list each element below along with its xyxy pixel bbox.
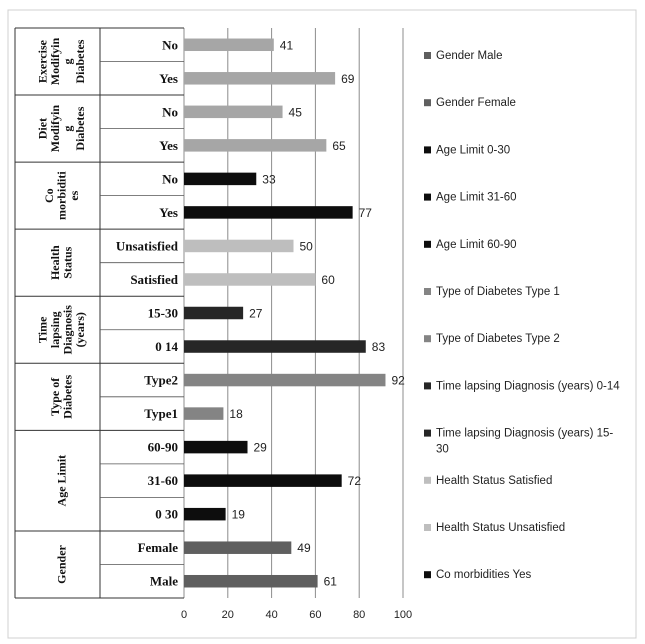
group-label-type-of-diabetes: Type ofDiabetes bbox=[48, 375, 75, 419]
category-label: No bbox=[162, 104, 178, 119]
bar-diet-modifying-diabetes-yes bbox=[184, 139, 327, 152]
bar-type-of-diabetes-type1 bbox=[184, 407, 224, 420]
data-label: 49 bbox=[297, 541, 311, 555]
legend-label: Co morbidities Yes bbox=[436, 569, 531, 581]
group-label-age-limit: Age Limit bbox=[55, 455, 69, 507]
category-label: 0 30 bbox=[155, 507, 178, 522]
legend-swatch bbox=[424, 146, 431, 154]
group-label-diet-modifying-diabetes: DietModifyingDiabetes bbox=[36, 105, 88, 153]
legend-label: Type of Diabetes Type 1 bbox=[436, 286, 560, 298]
data-label: 83 bbox=[372, 340, 386, 354]
group-label-health-status: HealthStatus bbox=[48, 245, 75, 280]
data-label: 41 bbox=[280, 38, 294, 52]
category-label: Type2 bbox=[144, 373, 178, 388]
legend: Gender Male Gender Female Age Limit 0-30 Ag… bbox=[424, 50, 620, 581]
x-tick-label: 100 bbox=[394, 609, 412, 621]
category-label: Yes bbox=[159, 71, 178, 86]
bar-health-status-satisfied bbox=[184, 273, 316, 286]
legend-label: Gender Female bbox=[436, 97, 516, 109]
data-label: 27 bbox=[249, 307, 263, 321]
gridlines bbox=[183, 28, 404, 598]
bar-exercise-modifying-diabetes-yes bbox=[184, 72, 336, 85]
data-label: 45 bbox=[289, 105, 303, 119]
legend-swatch bbox=[424, 335, 431, 343]
legend-swatch bbox=[424, 571, 431, 579]
legend-swatch bbox=[424, 524, 431, 531]
group-label-exercise-modifying-diabetes: ExerciseModifyingDiabetes bbox=[36, 38, 88, 86]
data-label: 19 bbox=[232, 508, 246, 522]
legend-swatch bbox=[424, 240, 431, 248]
x-tick-label: 20 bbox=[222, 609, 234, 621]
category-label: No bbox=[162, 171, 178, 186]
bar-time-lapsing-diagnosis-years-15-30 bbox=[184, 306, 244, 320]
legend-swatch bbox=[424, 476, 431, 484]
bar-gender-male bbox=[184, 574, 318, 588]
data-label: 60 bbox=[321, 273, 335, 287]
bar-time-lapsing-diagnosis-years-0-14 bbox=[184, 340, 366, 353]
data-label: 77 bbox=[359, 206, 373, 220]
legend-swatch bbox=[424, 288, 431, 295]
legend-label: Age Limit 60-90 bbox=[436, 239, 517, 251]
bar-type-of-diabetes-type2 bbox=[184, 373, 386, 387]
bar-co-morbidities-no bbox=[184, 172, 257, 186]
bar-gender-female bbox=[184, 541, 292, 554]
category-table: ExerciseModifyingDiabetes No Yes DietModify… bbox=[14, 27, 184, 599]
legend-swatch bbox=[424, 193, 431, 201]
bar-age-limit-0-30 bbox=[184, 507, 226, 521]
bar-co-morbidities-yes bbox=[184, 206, 353, 219]
legend-swatch bbox=[424, 429, 431, 437]
bar-age-limit-31-60 bbox=[184, 474, 342, 487]
x-tick-label: 40 bbox=[265, 609, 277, 621]
bar-health-status-unsatisfied bbox=[184, 239, 294, 253]
legend-swatch bbox=[424, 99, 431, 107]
legend-label: Health Status Satisfied bbox=[436, 475, 552, 487]
legend-label: Health Status Unsatisfied bbox=[436, 522, 565, 534]
category-label: Male bbox=[150, 574, 178, 589]
bar-age-limit-60-90 bbox=[184, 440, 248, 454]
data-label: 92 bbox=[391, 374, 405, 388]
category-label: 15-30 bbox=[148, 306, 178, 321]
bar-exercise-modifying-diabetes-no bbox=[184, 38, 274, 52]
data-label: 61 bbox=[324, 575, 338, 589]
bars: 41 69 45 65 33 77 50 60 27 83 92 18 29 72 19 49 61 bbox=[184, 38, 405, 589]
group-label-co-morbidities: Comorbidities bbox=[42, 171, 81, 220]
chart-frame bbox=[7, 9, 637, 639]
group-label-gender: Gender bbox=[55, 544, 69, 583]
category-label: Unsatisfied bbox=[116, 238, 179, 253]
x-tick-label: 60 bbox=[309, 609, 321, 621]
data-label: 50 bbox=[300, 239, 314, 253]
x-tick-label: 0 bbox=[181, 609, 187, 621]
x-tick-label: 80 bbox=[353, 609, 365, 621]
category-label: No bbox=[162, 37, 178, 52]
data-label: 72 bbox=[348, 474, 362, 488]
legend-label: Type of Diabetes Type 2 bbox=[436, 333, 560, 345]
legend-label: Age Limit 31-60 bbox=[436, 192, 517, 204]
data-label: 18 bbox=[229, 407, 243, 421]
category-label: 60-90 bbox=[148, 440, 178, 455]
category-label: Yes bbox=[159, 138, 178, 153]
data-label: 33 bbox=[262, 172, 276, 186]
category-label: Type1 bbox=[144, 406, 178, 421]
legend-label: Age Limit 0-30 bbox=[436, 144, 510, 156]
category-label: Satisfied bbox=[130, 272, 178, 287]
category-label: 0 14 bbox=[155, 339, 178, 354]
legend-swatch bbox=[424, 382, 431, 390]
data-label: 65 bbox=[332, 139, 346, 153]
category-label: Yes bbox=[159, 205, 178, 220]
data-label: 29 bbox=[254, 441, 268, 455]
legend-label: Time lapsing Diagnosis (years) 15-30 bbox=[436, 428, 613, 456]
legend-label: Gender Male bbox=[436, 50, 502, 62]
data-label: 69 bbox=[341, 72, 355, 86]
x-axis: 0 20 40 60 80 100 bbox=[181, 609, 412, 621]
bar-diet-modifying-diabetes-no bbox=[184, 105, 283, 119]
category-label: 31-60 bbox=[148, 473, 178, 488]
legend-label: Time lapsing Diagnosis (years) 0-14 bbox=[436, 380, 620, 392]
legend-swatch bbox=[424, 52, 431, 59]
group-label-time-lapsing-diagnosis-years: TimelapsingDiagnosis(years) bbox=[36, 305, 88, 355]
category-label: Female bbox=[138, 540, 179, 555]
